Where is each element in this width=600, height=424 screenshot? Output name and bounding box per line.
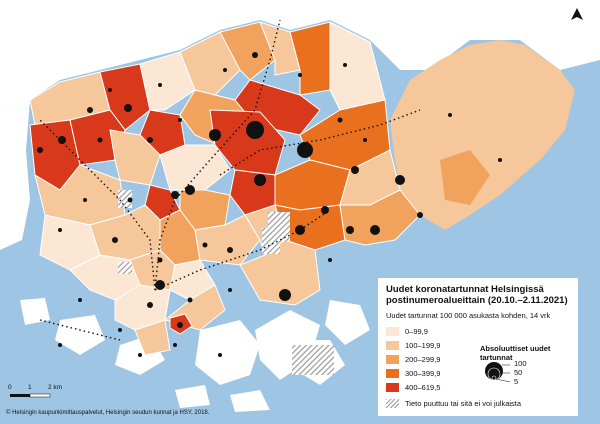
case-circles [37, 52, 502, 357]
legend-swatch [386, 340, 399, 350]
surrounding-land-west [0, 100, 30, 250]
legend-swatch [386, 326, 399, 336]
nodata-label: Tieto puuttuu tai sitä ei voi julkaista [405, 399, 522, 408]
circles-title: Absoluuttiset uudet tartunnat [480, 344, 551, 362]
legend-swatch [386, 354, 399, 364]
legend-class: 200–299,9 [386, 352, 440, 366]
region-east-islands-2 [440, 150, 490, 205]
legend-class: 300–399,9 [386, 366, 440, 380]
legend-class-label: 200–299,9 [405, 354, 441, 364]
no-data-zone [262, 228, 280, 254]
scale-mid: 1 [28, 384, 32, 391]
legend-class: 400–619,5 [386, 380, 440, 394]
map-credit: © Helsingin kaupunkimittauspalvelut, Hel… [6, 410, 210, 416]
scale-end: 2 km [48, 384, 63, 391]
legend-subtitle: Uudet tartunnat 100 000 asukasta kohden,… [386, 311, 551, 320]
legend-title: Uudet koronatartunnat Helsingissä postin… [386, 284, 568, 306]
surrounding-land [0, 0, 600, 110]
scale-bar [10, 393, 51, 398]
legend-class: 100–199,9 [386, 338, 440, 352]
circle-label-5: 5 [514, 377, 519, 386]
legend-panel: Uudet koronatartunnat Helsingissä postin… [378, 278, 578, 416]
legend-class-label: 100–199,9 [405, 340, 441, 350]
legend-swatch [386, 382, 399, 392]
scale-start: 0 [8, 384, 12, 391]
legend-class-label: 400–619,5 [405, 382, 441, 392]
no-data-zone [118, 262, 132, 274]
legend-class-label: 300–399,9 [405, 368, 441, 378]
legend-circles: Absoluuttiset uudet tartunnat 100 50 5 [480, 344, 576, 386]
legend-class: 0–99,9 [386, 324, 440, 338]
legend-classes: 0–99,9 100–199,9 200–299,9 300–399,9 400… [386, 324, 440, 394]
no-data-island-hatched [292, 345, 334, 375]
no-data-zone [118, 190, 132, 208]
legend-class-label: 0–99,9 [405, 326, 428, 336]
region-east-islands [390, 40, 575, 230]
rail-lines [39, 19, 421, 341]
hatch-swatch [386, 399, 399, 408]
legend-nodata: Tieto puuttuu tai sitä ei voi julkaista [386, 399, 521, 408]
circle-label-100: 100 [514, 359, 527, 368]
north-arrow-icon [571, 8, 583, 20]
circle-label-50: 50 [514, 368, 523, 377]
legend-swatch [386, 368, 399, 378]
circles-symbol [485, 362, 511, 383]
